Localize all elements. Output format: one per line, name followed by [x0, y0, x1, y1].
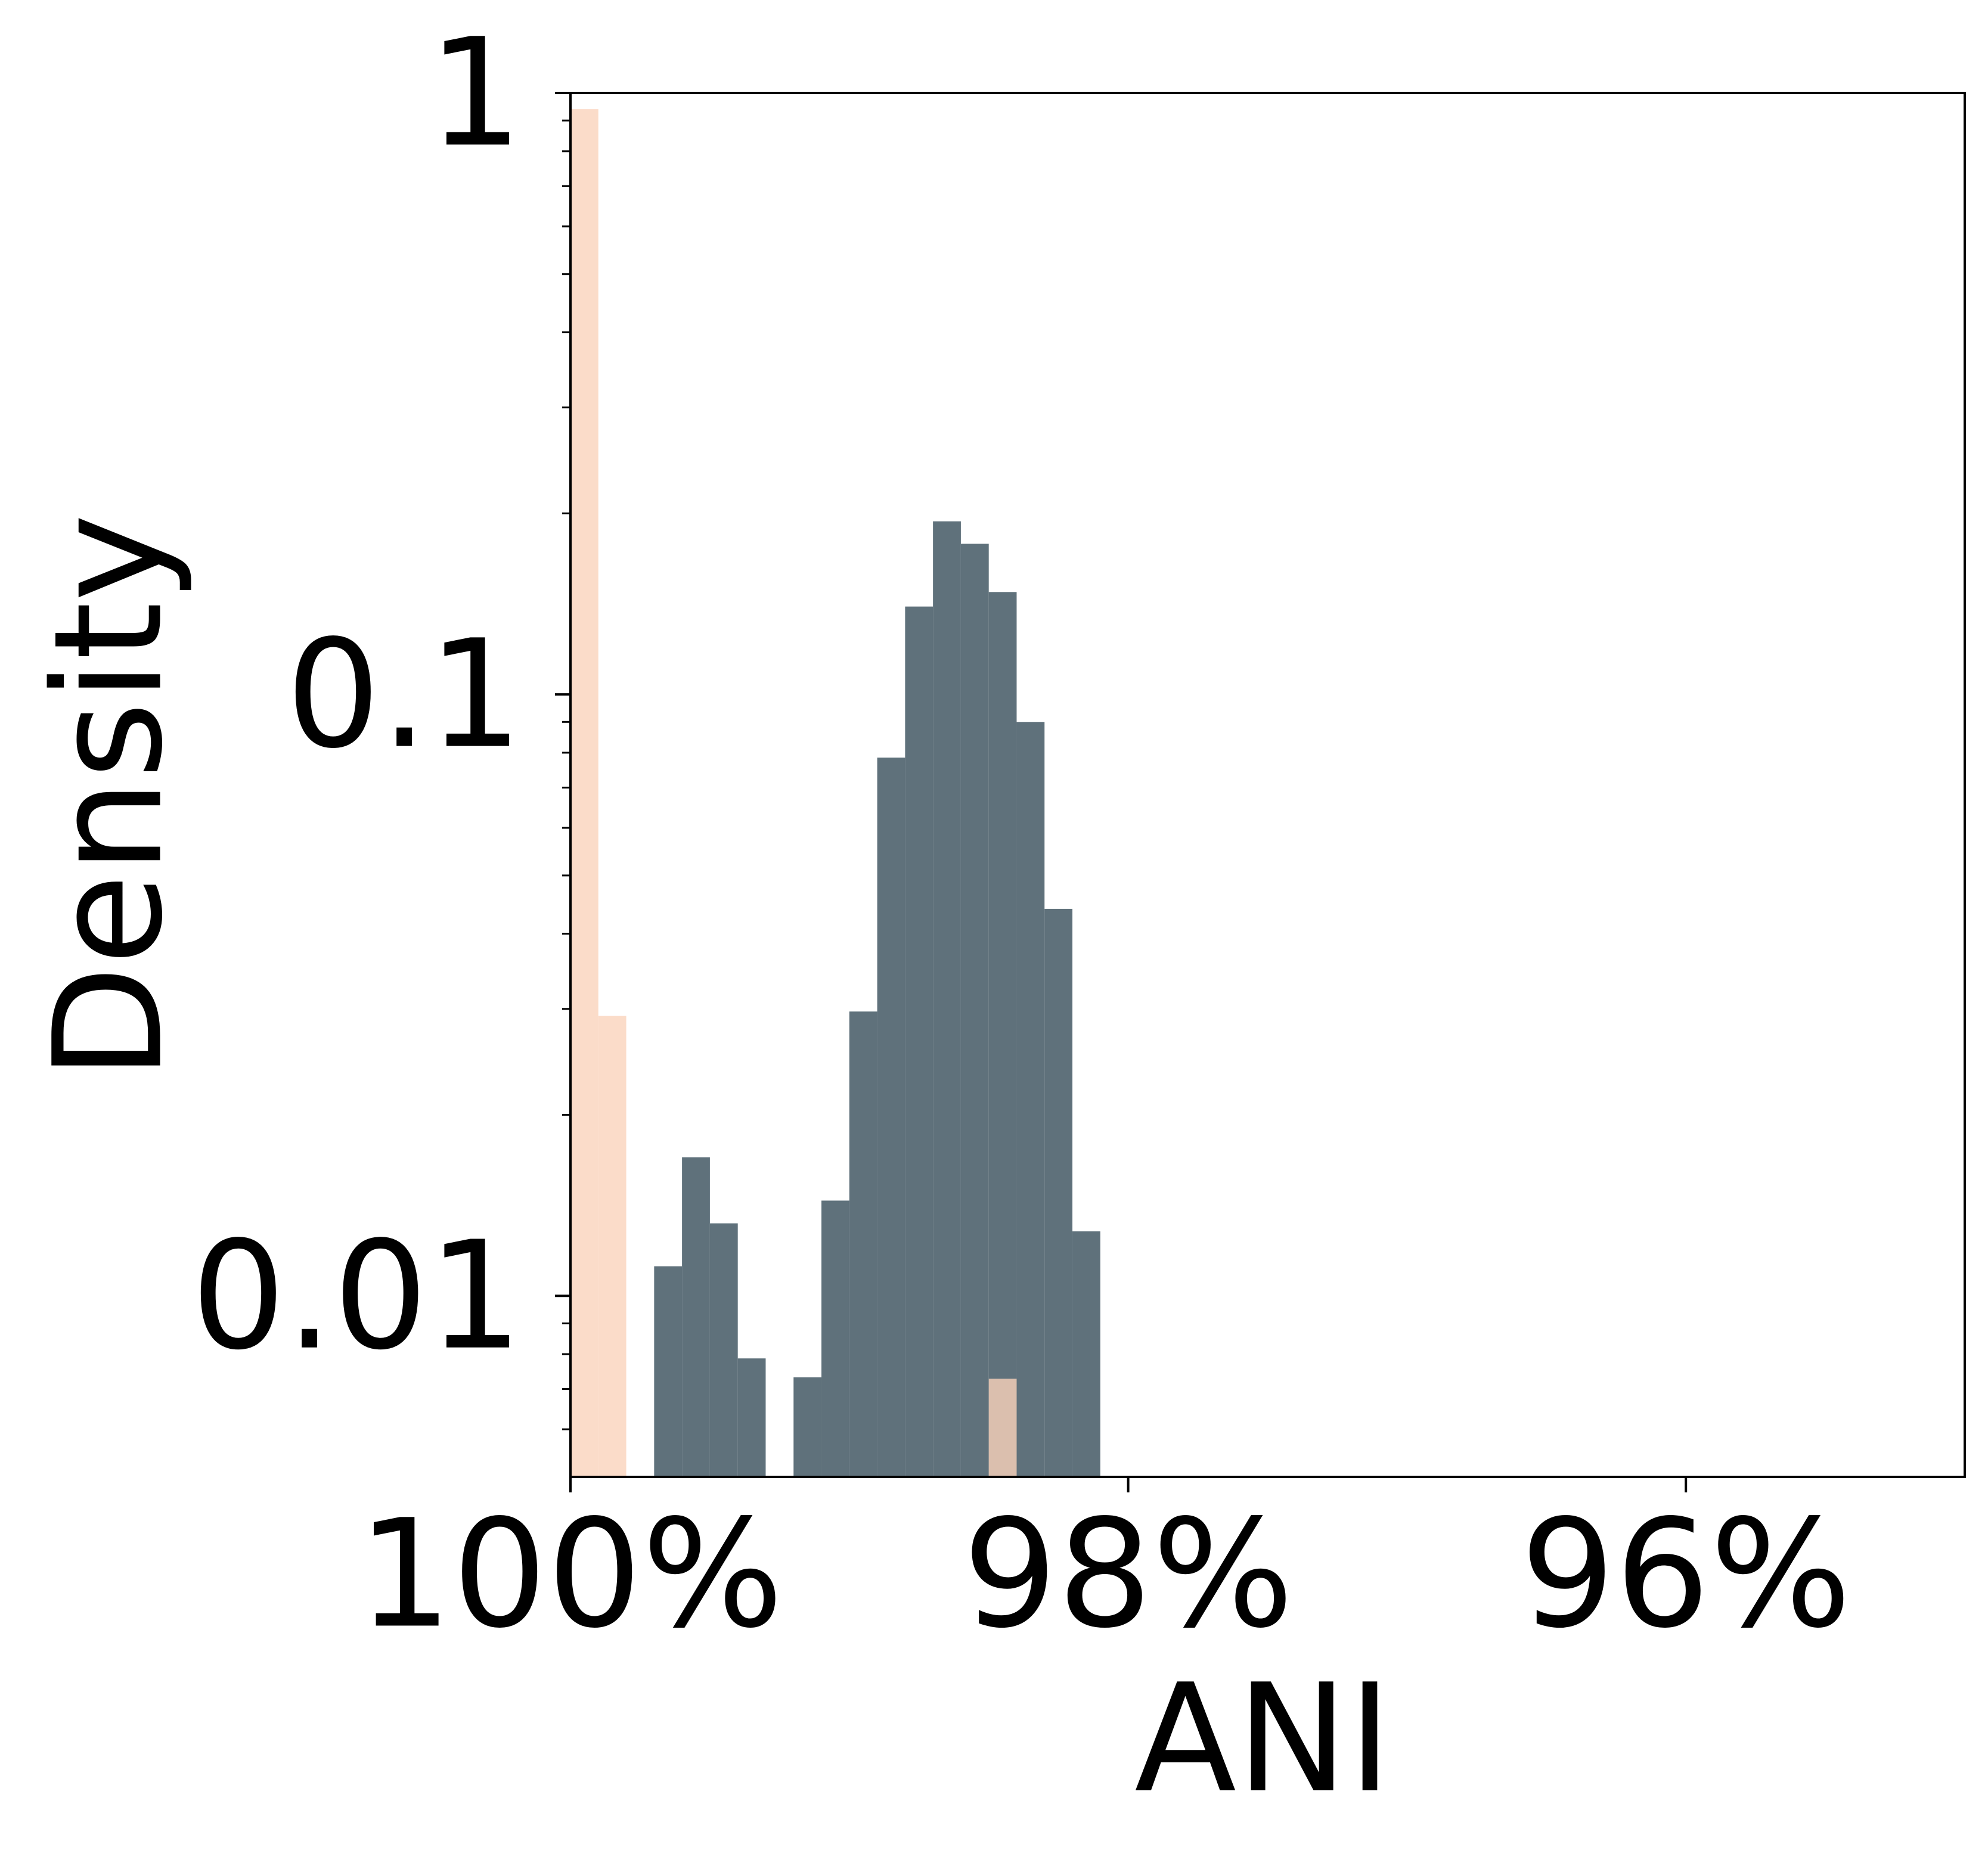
- bar: [598, 1016, 627, 1477]
- bar: [933, 521, 961, 1477]
- bar: [960, 544, 989, 1477]
- bar: [709, 1223, 738, 1477]
- y-tick-label: 0.01: [191, 1209, 523, 1383]
- x-axis-label: ANI: [1134, 1652, 1392, 1826]
- bar: [737, 1358, 766, 1477]
- x-tick-label: 100%: [358, 1488, 784, 1661]
- y-axis-label: Density: [22, 514, 196, 1080]
- bar: [849, 1011, 877, 1477]
- bar: [988, 592, 1017, 1477]
- y-tick-label: 0.1: [286, 608, 523, 781]
- bar: [877, 758, 905, 1477]
- plot-frame: [569, 92, 1966, 1478]
- bar: [654, 1266, 683, 1477]
- bar: [1016, 722, 1045, 1477]
- bar: [1072, 1231, 1100, 1477]
- bar: [905, 606, 933, 1477]
- bar: [793, 1377, 822, 1477]
- bar: [570, 109, 598, 1477]
- bar: [821, 1200, 849, 1477]
- bar: [1044, 908, 1073, 1477]
- bar: [682, 1157, 710, 1477]
- x-tick-label: 98%: [963, 1488, 1294, 1661]
- x-tick-label: 96%: [1520, 1488, 1851, 1661]
- bar: [988, 1379, 1017, 1477]
- y-tick-label: 1: [428, 7, 523, 180]
